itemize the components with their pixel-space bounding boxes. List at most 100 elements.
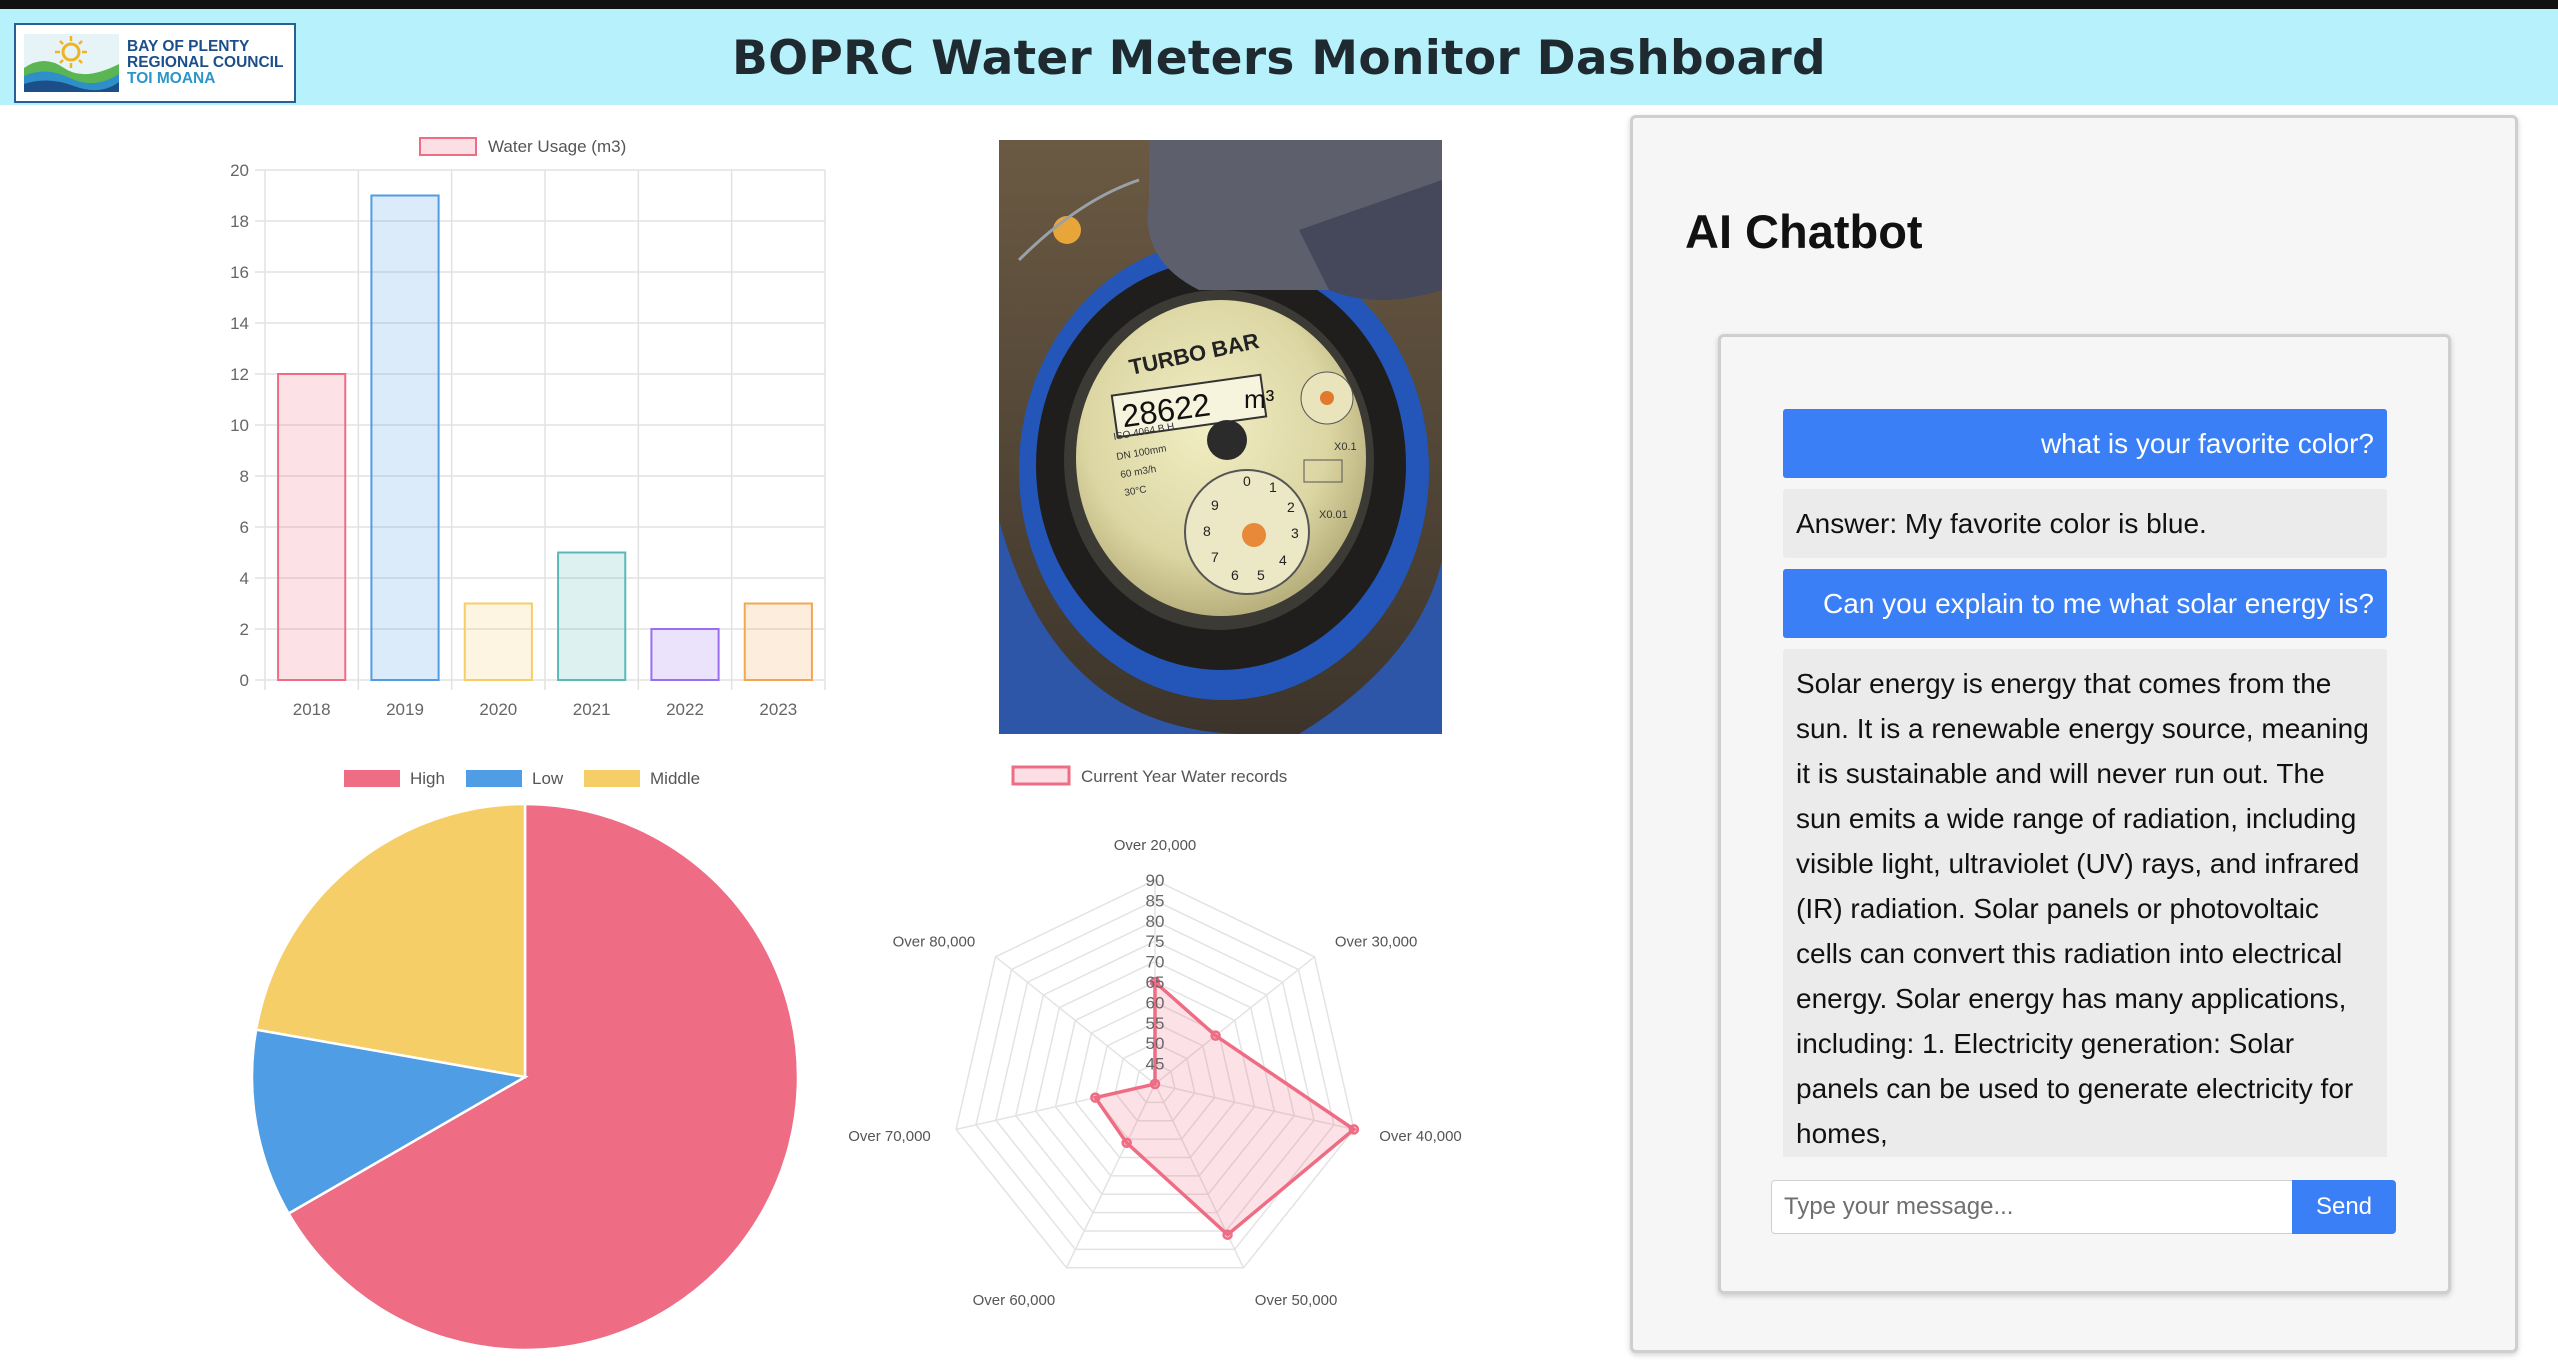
r-tick-label: 80 xyxy=(1146,912,1165,931)
radar-grid-ring xyxy=(1094,1021,1216,1140)
pie-slice-low xyxy=(250,1028,529,1216)
radar-axis-label: Over 70,000 xyxy=(848,1128,931,1145)
radar-spoke xyxy=(1065,1083,1156,1269)
r-tick-label: 60 xyxy=(1146,993,1165,1012)
svg-text:30°C: 30°C xyxy=(1124,484,1148,499)
radar-axis-label: Over 50,000 xyxy=(1255,1292,1338,1309)
message-input[interactable] xyxy=(1771,1180,2292,1234)
bar-chart[interactable]: Water Usage (m3) 0 2 4 6 8 10 12 14 16 18 20 2018 201… xyxy=(205,125,845,730)
logo-line-1: BAY OF PLENTY xyxy=(127,38,250,55)
pie-slice-middle xyxy=(254,802,527,1079)
radar-grid-ring xyxy=(1034,960,1276,1196)
radar-grid-ring xyxy=(1114,1042,1196,1122)
r-tick-label: 70 xyxy=(1146,953,1165,972)
radar-point-3 xyxy=(1222,1229,1233,1240)
svg-text:3: 3 xyxy=(1291,525,1299,541)
radar-grid-ring xyxy=(1054,981,1256,1177)
svg-text:X0.01: X0.01 xyxy=(1319,509,1348,521)
legend-swatch-low xyxy=(466,770,522,787)
radar-point-0 xyxy=(1149,976,1161,988)
bot-message: Solar energy is energy that comes from t… xyxy=(1783,649,2387,1157)
radar-spoke xyxy=(1154,1083,1355,1131)
logo-line-2: REGIONAL COUNCIL xyxy=(127,54,284,71)
pie-chart-panel: High Low Middle xyxy=(240,752,820,1367)
legend-label: Current Year Water records xyxy=(1081,767,1287,786)
svg-text:7: 7 xyxy=(1211,549,1219,565)
radar-point-2 xyxy=(1348,1124,1360,1135)
r-tick-label: 50 xyxy=(1146,1034,1165,1053)
bar-2020 xyxy=(463,602,533,681)
y-tick-label: 18 xyxy=(230,212,249,231)
legend-swatch-high xyxy=(344,770,400,787)
y-tick-label: 6 xyxy=(240,518,249,537)
radar-grid-ring xyxy=(1014,940,1296,1214)
radar-series-area xyxy=(1092,978,1357,1238)
logo-mark-icon xyxy=(24,34,119,92)
radar-point-6 xyxy=(1149,1078,1161,1090)
x-tick-label: 2022 xyxy=(666,700,704,719)
pie-chart[interactable]: High Low Middle xyxy=(240,752,820,1362)
radar-axis-label: Over 30,000 xyxy=(1335,934,1418,951)
user-message: Can you explain to me what solar energy … xyxy=(1783,569,2387,638)
radar-grid-ring xyxy=(1134,1062,1176,1104)
bar-2018 xyxy=(277,373,347,681)
svg-text:2: 2 xyxy=(1287,499,1295,515)
radar-spoke xyxy=(1154,956,1315,1085)
radar-axis-label: Over 60,000 xyxy=(973,1292,1056,1309)
y-tick-label: 8 xyxy=(240,467,249,486)
r-tick-label: 55 xyxy=(1146,1014,1165,1033)
radar-chart-panel: Current Year Water records 45 50 55 60 65 70 75… xyxy=(835,752,1495,1317)
radar-spoke xyxy=(1154,1083,1245,1269)
council-logo[interactable]: BAY OF PLENTY REGIONAL COUNCIL TOI MOANA xyxy=(14,23,296,103)
y-tick-label: 16 xyxy=(230,263,249,282)
user-message: what is your favorite color? xyxy=(1783,409,2387,478)
y-tick-label: 20 xyxy=(230,161,249,180)
chat-input-row: Send xyxy=(1771,1180,2396,1234)
radar-grid-ring xyxy=(1074,1001,1236,1159)
page-title: BOPRC Water Meters Monitor Dashboard xyxy=(732,31,1826,86)
bar-2021 xyxy=(557,551,627,681)
logo-text: BAY OF PLENTY REGIONAL COUNCIL TOI MOANA xyxy=(127,39,283,87)
r-tick-label: 75 xyxy=(1146,932,1165,951)
radar-point-1 xyxy=(1210,1030,1221,1041)
radar-grid-ring xyxy=(955,879,1355,1269)
r-tick-label: 90 xyxy=(1146,871,1165,890)
chatbot-title: AI Chatbot xyxy=(1685,205,1923,258)
x-tick-label: 2023 xyxy=(759,700,797,719)
bar-2022 xyxy=(650,628,720,681)
y-tick-label: 12 xyxy=(230,365,249,384)
page-header: BAY OF PLENTY REGIONAL COUNCIL TOI MOANA… xyxy=(0,9,2558,105)
legend-label-low: Low xyxy=(532,769,564,788)
svg-text:4: 4 xyxy=(1279,552,1287,568)
bot-message: Answer: My favorite color is blue. xyxy=(1783,489,2387,558)
bar-2023 xyxy=(743,602,813,681)
radar-axis-label: Over 80,000 xyxy=(893,934,976,951)
svg-text:0: 0 xyxy=(1243,473,1251,489)
chatbot-panel: AI Chatbot what is your favorite color? … xyxy=(1630,115,2518,1353)
y-tick-label: 4 xyxy=(240,569,249,588)
bar-2019 xyxy=(370,194,440,681)
y-tick-label: 10 xyxy=(230,416,249,435)
svg-text:6: 6 xyxy=(1231,567,1239,583)
radar-axis-label: Over 20,000 xyxy=(1114,837,1197,854)
radar-axis-label: Over 40,000 xyxy=(1379,1128,1462,1145)
svg-text:X0.1: X0.1 xyxy=(1334,441,1357,453)
legend-label-middle: Middle xyxy=(650,769,700,788)
legend-label-high: High xyxy=(410,769,445,788)
x-tick-label: 2018 xyxy=(293,700,331,719)
x-tick-label: 2021 xyxy=(573,700,611,719)
radar-spoke xyxy=(995,956,1156,1085)
legend-label: Water Usage (m3) xyxy=(488,137,626,156)
r-tick-label: 65 xyxy=(1146,973,1165,992)
chat-messages[interactable]: what is your favorite color? Answer: My … xyxy=(1783,409,2387,1157)
x-tick-label: 2019 xyxy=(386,700,424,719)
send-button[interactable]: Send xyxy=(2292,1180,2396,1234)
y-tick-label: 0 xyxy=(240,671,249,690)
legend-swatch xyxy=(1011,765,1071,786)
pie-slice-high xyxy=(286,802,800,1352)
svg-text:9: 9 xyxy=(1211,497,1219,513)
svg-text:m³: m³ xyxy=(1244,384,1275,414)
radar-point-4 xyxy=(1121,1137,1132,1149)
x-tick-label: 2020 xyxy=(479,700,517,719)
